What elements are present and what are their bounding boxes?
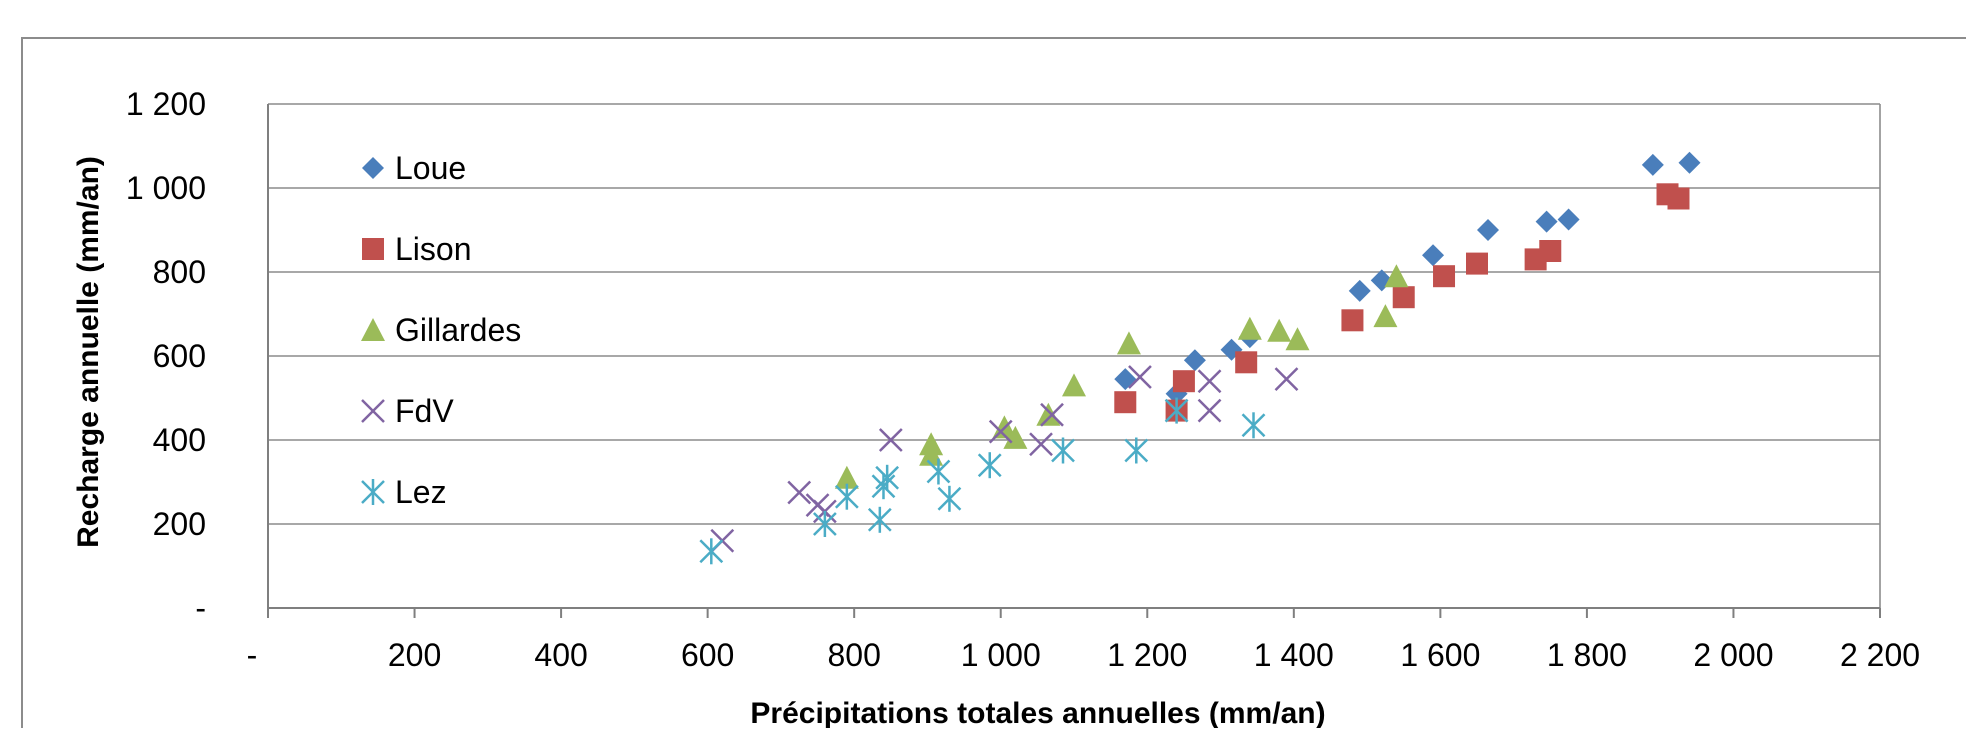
y-tick-label: 800 (153, 254, 206, 290)
legend-marker-lison (362, 238, 384, 260)
y-tick-label: 1 000 (126, 170, 206, 206)
data-point-loue (1641, 153, 1664, 176)
data-point-fdv (1197, 369, 1222, 394)
y-tick-label: 200 (153, 506, 206, 542)
data-point-lez (699, 538, 724, 565)
data-point-lison (1114, 391, 1137, 414)
data-point-lez (867, 506, 892, 533)
x-tick-label: 600 (681, 637, 734, 673)
data-point-fdv (878, 428, 903, 452)
data-point-lez (812, 511, 837, 537)
data-point-gillardes (1285, 327, 1310, 351)
x-tick-label: 1 400 (1254, 637, 1334, 673)
data-point-loue (1348, 279, 1371, 302)
data-point-fdv (1274, 367, 1299, 391)
data-point-lez (1051, 437, 1075, 464)
chart-border (21, 37, 1966, 733)
data-point-fdv (1040, 402, 1064, 427)
axes (267, 104, 1881, 618)
data-point-gillardes (919, 442, 944, 466)
data-point-gillardes (1267, 318, 1292, 342)
legend-label-lez: Lez (395, 474, 447, 510)
legend-marker-fdv (361, 399, 385, 423)
legend-marker-gillardes (361, 318, 385, 341)
data-point-lison (1235, 351, 1258, 374)
data-point-loue (1678, 151, 1701, 174)
y-tick-label: - (195, 590, 206, 626)
y-tick-label: 400 (153, 422, 206, 458)
data-point-lez (926, 458, 951, 485)
data-point-lez (977, 452, 1002, 479)
legend-label-loue: Loue (395, 150, 466, 186)
data-point-gillardes (1116, 331, 1141, 355)
data-point-lison (1466, 252, 1488, 275)
data-point-lez (875, 464, 900, 491)
legend-marker-loue (362, 157, 384, 179)
data-point-lison (1392, 286, 1415, 309)
data-point-gillardes (1003, 425, 1028, 449)
x-tick-label: 1 800 (1547, 637, 1627, 673)
legend: Loue Lison Gillardes FdV Lez (361, 150, 521, 510)
data-point-lez (1164, 397, 1189, 424)
legend-marker-lez (361, 479, 385, 505)
data-point-loue (1422, 244, 1445, 267)
data-point-lez (937, 485, 962, 512)
legend-label-gillardes: Gillardes (395, 312, 521, 348)
data-point-lison (1433, 265, 1456, 288)
data-point-loue (1535, 210, 1558, 233)
data-points (699, 151, 1701, 565)
data-point-lison (1172, 370, 1195, 393)
data-point-lez (1241, 412, 1266, 439)
data-point-gillardes (1036, 402, 1061, 426)
x-tick-label: 2 200 (1840, 637, 1920, 673)
data-point-loue (1183, 349, 1206, 372)
x-tick-label: 800 (827, 637, 880, 673)
data-point-fdv (1197, 398, 1222, 423)
x-tick-labels: - 200 400 600 800 1 000 1 200 1 400 1 600 1 800 2 … (247, 637, 1920, 673)
data-point-loue (1476, 219, 1499, 241)
x-tick-label: 400 (534, 637, 587, 673)
y-axis-title: Recharge annuelle (mm/an) (72, 156, 105, 548)
x-tick-label: 1 200 (1107, 637, 1187, 673)
x-tick-label: 1 600 (1400, 637, 1480, 673)
data-point-fdv (1128, 365, 1152, 389)
data-point-fdv (787, 480, 812, 505)
data-point-loue (1557, 208, 1580, 231)
x-axis-title: Précipitations totales annuelles (mm/an) (750, 697, 1325, 728)
legend-label-fdv: FdV (395, 393, 454, 429)
legend-label-lison: Lison (395, 231, 472, 267)
data-point-lison (1667, 187, 1690, 210)
grid-lines (268, 103, 1880, 525)
data-point-gillardes (1062, 373, 1086, 397)
data-point-lez (1124, 437, 1149, 464)
x-tick-label: 1 000 (961, 637, 1041, 673)
data-point-lez (834, 483, 859, 510)
data-point-fdv (1029, 432, 1053, 457)
data-point-gillardes (1384, 264, 1409, 288)
x-tick-label: 200 (388, 637, 441, 673)
x-tick-label: 2 000 (1693, 637, 1773, 673)
data-point-fdv (988, 419, 1013, 444)
x-tick-label: - (247, 637, 258, 673)
data-point-gillardes (834, 465, 859, 489)
data-point-lez (871, 473, 896, 500)
data-point-lison (1341, 309, 1364, 332)
data-point-lison (1539, 240, 1562, 262)
y-tick-labels: - 200 400 600 800 1 000 1 200 (126, 86, 206, 626)
data-point-gillardes (1373, 304, 1398, 328)
data-point-gillardes (1237, 316, 1262, 340)
y-tick-label: 1 200 (126, 86, 206, 122)
y-tick-label: 600 (153, 338, 206, 374)
